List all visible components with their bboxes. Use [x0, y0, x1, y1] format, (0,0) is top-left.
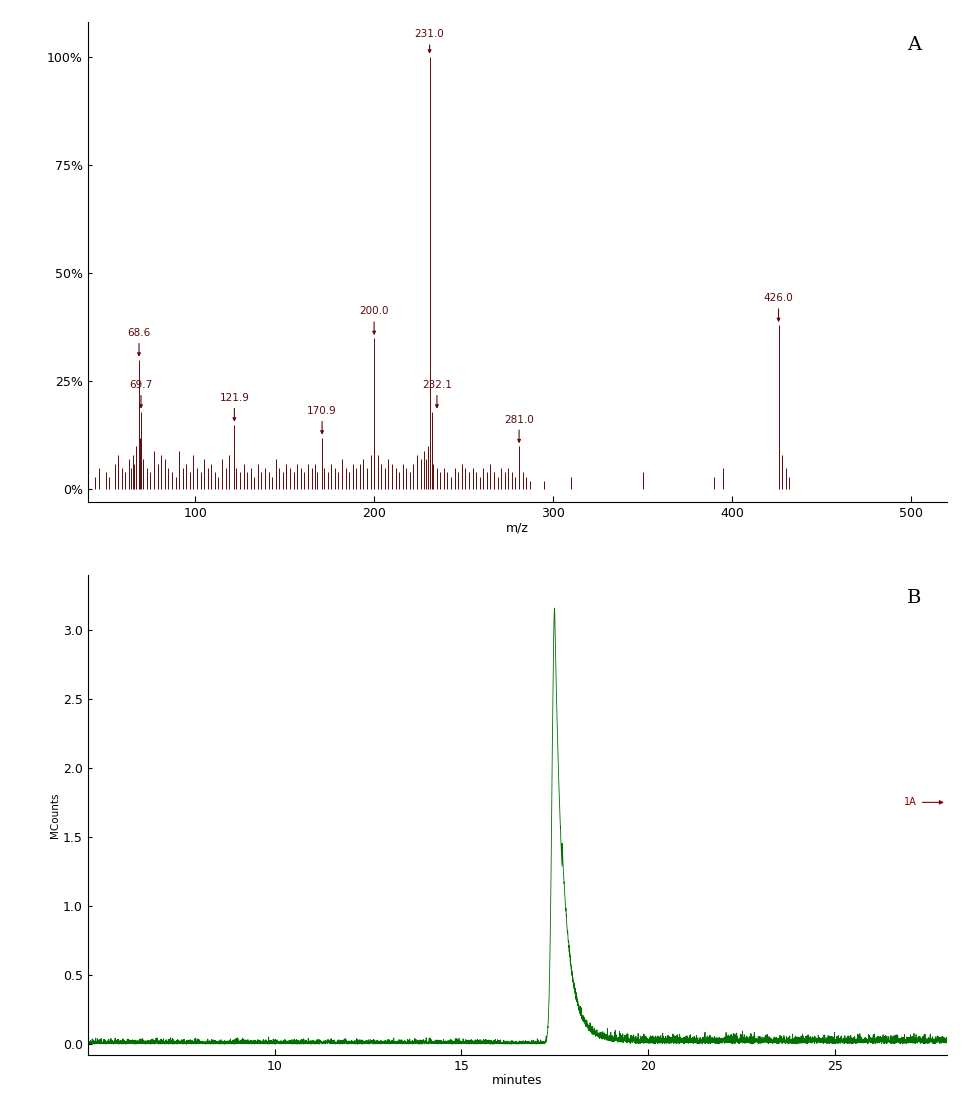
X-axis label: m/z: m/z [506, 522, 529, 535]
Text: 232.1: 232.1 [422, 380, 452, 408]
Y-axis label: MCounts: MCounts [50, 792, 61, 837]
Text: 200.0: 200.0 [359, 307, 388, 334]
Text: 68.6: 68.6 [128, 328, 150, 356]
Text: 231.0: 231.0 [415, 30, 444, 53]
Text: 1A: 1A [904, 798, 943, 808]
Text: 170.9: 170.9 [307, 406, 337, 433]
Text: 281.0: 281.0 [505, 414, 534, 442]
Text: 69.7: 69.7 [130, 380, 152, 408]
Text: 426.0: 426.0 [763, 293, 793, 321]
Text: 121.9: 121.9 [220, 393, 249, 421]
Text: B: B [907, 589, 921, 607]
X-axis label: minutes: minutes [492, 1075, 543, 1087]
Text: A: A [907, 36, 921, 54]
